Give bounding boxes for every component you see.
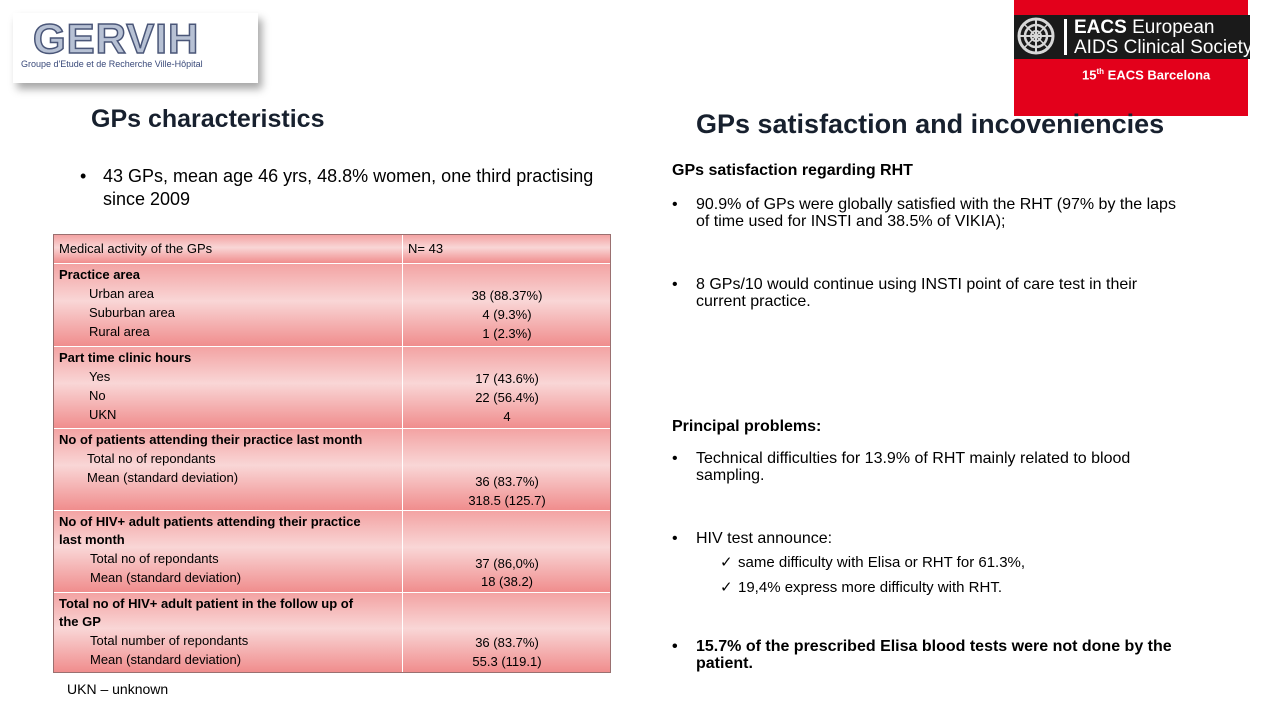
followup-value: 36 (83.7%) <box>475 635 539 650</box>
practice-area-title: Practice area <box>59 267 140 282</box>
eacs-logo-band: EACS European AIDS Clinical Society <box>1014 15 1253 59</box>
followup-title: Total no of HIV+ adult patient in the fo… <box>59 596 354 611</box>
eacs-emblem-icon <box>1017 17 1055 55</box>
hiv-patients-title: last month <box>59 532 125 547</box>
problem-bullet: • HIV test announce: <box>672 530 1187 547</box>
patients-value: 318.5 (125.7) <box>468 493 546 508</box>
table-header-col2: N= 43 <box>408 241 444 256</box>
gervih-logo: GERVIH Groupe d'Etude et de Recherche Vi… <box>13 13 258 83</box>
practice-area-value: 38 (88.37%) <box>471 288 543 303</box>
bullet-dot: • <box>672 530 678 547</box>
table-header-row: Medical activity of the GPs N= 43 <box>54 235 610 264</box>
left-heading: GPs characteristics <box>91 105 325 133</box>
satisfaction-bullet: • 8 GPs/10 would continue using INSTI po… <box>672 276 1187 310</box>
eacs-logo: EACS European AIDS Clinical Society 15th… <box>1014 0 1253 116</box>
gervih-logo-subtitle: Groupe d'Etude et de Recherche Ville-Hôp… <box>21 59 203 69</box>
right-heading: GPs satisfaction and incoveniencies <box>696 109 1165 139</box>
announce-check-item: ✓ same difficulty with Elisa or RHT for 6… <box>720 553 1025 571</box>
hiv-patients-value: 18 (38.2) <box>480 574 534 589</box>
hiv-patients-title: No of HIV+ adult patients attending thei… <box>59 514 361 529</box>
bullet-dot: • <box>672 196 678 213</box>
table-row-practice-area: Practice area Urban area Suburban area R… <box>54 264 610 347</box>
bullet-dot: • <box>672 638 678 655</box>
bullet-dot: • <box>672 276 678 293</box>
problem-technical-text: Technical difficulties for 13.9% of RHT … <box>696 450 1131 484</box>
checkmark-icon: ✓ <box>720 554 733 571</box>
gp-characteristics-table: Medical activity of the GPs N= 43 Practi… <box>53 234 611 673</box>
part-time-value: 22 (56.4%) <box>475 390 539 405</box>
table-row-part-time: Part time clinic hours Yes No UKN 17 (43… <box>54 347 610 429</box>
patients-value: 36 (83.7%) <box>475 474 539 489</box>
followup-label: Total number of repondants <box>90 633 249 648</box>
patients-label: Mean (standard deviation) <box>87 470 239 485</box>
hiv-patients-label: Mean (standard deviation) <box>90 570 242 585</box>
practice-area-value: 1 (2.3%) <box>482 326 532 341</box>
checkmark-icon: ✓ <box>720 579 733 596</box>
patients-title: No of patients attending their practice … <box>59 432 363 447</box>
patients-label: Total no of repondants <box>87 451 216 466</box>
table-row-patients: No of patients attending their practice … <box>54 429 610 511</box>
satisfaction-title: GPs satisfaction regarding RHT <box>672 162 913 179</box>
part-time-label: UKN <box>89 407 117 422</box>
table-header-col1: Medical activity of the GPs <box>59 241 213 256</box>
table-footnote: UKN – unknown <box>67 681 169 697</box>
followup-value: 55.3 (119.1) <box>472 654 542 669</box>
eacs-title-line2: AIDS Clinical Society <box>1074 37 1253 58</box>
satisfaction-bullet: • 90.9% of GPs were globally satisfied w… <box>672 196 1187 230</box>
gervih-logo-name: GERVIH <box>32 15 200 62</box>
problem-announce-text: HIV test announce: <box>696 530 833 547</box>
table-row-followup: Total no of HIV+ adult patient in the fo… <box>54 593 610 672</box>
table-row-hiv-patients: No of HIV+ adult patients attending thei… <box>54 511 610 593</box>
practice-area-value: 4 (9.3%) <box>482 307 532 322</box>
part-time-value: 4 <box>503 409 511 424</box>
part-time-label: No <box>89 388 106 403</box>
left-bullet: • 43 GPs, mean age 46 yrs, 48.8% women, … <box>80 165 620 211</box>
followup-title: the GP <box>59 614 101 629</box>
eacs-title-line1: EACS European <box>1074 17 1215 38</box>
hiv-patients-label: Total no of repondants <box>90 551 219 566</box>
practice-area-label: Suburban area <box>89 305 176 320</box>
part-time-label: Yes <box>89 369 111 384</box>
part-time-title: Part time clinic hours <box>59 350 192 365</box>
left-bullet-text: 43 GPs, mean age 46 yrs, 48.8% women, on… <box>103 166 594 209</box>
practice-area-label: Urban area <box>89 286 155 301</box>
satisfaction-bullet-text: 90.9% of GPs were globally satisfied wit… <box>696 196 1176 230</box>
problem-elisa-text: 15.7% of the prescribed Elisa blood test… <box>696 638 1172 672</box>
announce-check-text: 19,4% express more difficulty with RHT. <box>738 579 1002 596</box>
satisfaction-bullet-text: 8 GPs/10 would continue using INSTI poin… <box>696 276 1138 310</box>
hiv-patients-value: 37 (86,0%) <box>475 556 539 571</box>
followup-label: Mean (standard deviation) <box>90 652 242 667</box>
announce-check-text: same difficulty with Elisa or RHT for 61… <box>738 554 1026 571</box>
bullet-dot: • <box>672 450 678 467</box>
eacs-divider <box>1064 19 1067 55</box>
problem-bullet: • Technical difficulties for 13.9% of RH… <box>672 450 1187 484</box>
practice-area-label: Rural area <box>89 324 150 339</box>
part-time-value: 17 (43.6%) <box>475 371 539 386</box>
problem-bullet: • 15.7% of the prescribed Elisa blood te… <box>672 638 1187 672</box>
bullet-dot: • <box>80 166 87 186</box>
problems-title: Principal problems: <box>672 418 822 435</box>
eacs-event-label: 15th EACS Barcelona <box>1082 67 1211 83</box>
announce-check-item: ✓ 19,4% express more difficulty with RHT. <box>720 578 1002 596</box>
